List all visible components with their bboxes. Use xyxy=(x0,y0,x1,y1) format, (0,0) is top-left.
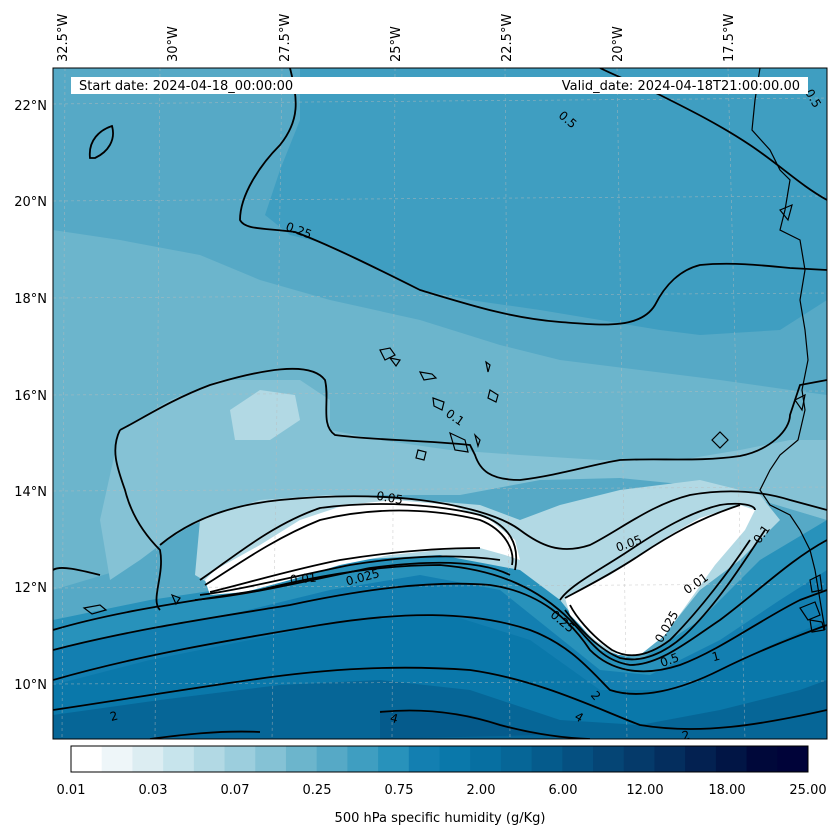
colorbar-segment xyxy=(685,746,717,772)
colorbar-tick-label: 0.03 xyxy=(139,783,168,798)
colorbar-segment xyxy=(163,746,195,772)
colorbar-segment xyxy=(255,746,287,772)
lon-label: 32.5°W xyxy=(56,14,71,62)
colorbar-segment xyxy=(101,746,133,772)
colorbar-segment xyxy=(500,746,533,772)
contour-label: 0.01 xyxy=(289,571,317,587)
colorbar-frame xyxy=(70,745,809,773)
latitude-labels: 22°N 20°N 18°N 16°N 14°N 12°N 10°N xyxy=(14,99,47,693)
colorbar-segment xyxy=(224,746,256,772)
longitude-labels: 32.5°W 30°W 27.5°W 25°W 22.5°W 20°W 17.5… xyxy=(56,14,737,62)
colorbar-segment xyxy=(593,746,625,772)
lat-label: 10°N xyxy=(14,678,47,693)
colorbar-segment xyxy=(71,746,103,772)
humidity-band-south-4 xyxy=(53,680,827,739)
colorbar-tick-label: 25.00 xyxy=(789,783,826,798)
humidity-patch-light xyxy=(230,390,300,440)
colorbar-segment xyxy=(193,746,226,772)
colorbar xyxy=(71,746,809,772)
colorbar-tick-label: 0.01 xyxy=(57,783,86,798)
humidity-band-south-5 xyxy=(380,710,540,739)
colorbar-tick-label: 0.07 xyxy=(221,783,250,798)
colorbar-tick-label: 6.00 xyxy=(549,783,578,798)
contour-label: 2 xyxy=(108,709,119,725)
contour-label: 4 xyxy=(389,711,400,727)
start-date-text: Start date: 2024-04-18_00:00:00 xyxy=(79,79,293,94)
dry-region-east xyxy=(565,505,755,655)
colorbar-segment xyxy=(715,746,748,772)
colorbar-segment xyxy=(132,746,164,772)
colorbar-tick-label: 0.75 xyxy=(385,783,414,798)
contour-lines xyxy=(53,68,827,739)
lat-label: 18°N xyxy=(14,292,47,307)
lon-label: 30°W xyxy=(166,26,181,62)
lat-label: 14°N xyxy=(14,485,47,500)
lat-label: 16°N xyxy=(14,389,47,404)
valid-date-text: Valid_date: 2024-04-18T21:00:00.00 xyxy=(562,79,800,94)
colorbar-segment xyxy=(439,746,471,772)
colorbar-tick-label: 12.00 xyxy=(626,783,663,798)
lat-label: 22°N xyxy=(14,99,47,114)
colorbar-segment xyxy=(285,746,318,772)
contour-label: 0.05 xyxy=(375,489,404,507)
colorbar-tick-label: 2.00 xyxy=(467,783,496,798)
colorbar-segment xyxy=(623,746,655,772)
map-frame xyxy=(52,67,828,740)
colorbar-tick-label: 0.25 xyxy=(303,783,332,798)
colorbar-segment xyxy=(777,746,809,772)
colorbar-segment xyxy=(562,746,594,772)
lon-label: 25°W xyxy=(389,26,404,62)
colorbar-tick-label: 18.00 xyxy=(708,783,745,798)
contour-label: 1 xyxy=(710,649,721,665)
colorbar-segment xyxy=(347,746,379,772)
map-panel: 0.25 0.5 0.5 0.1 0.05 0.01 0.025 0.05 0.… xyxy=(53,68,827,744)
colorbar-segment xyxy=(316,746,348,772)
dry-region-west xyxy=(205,500,520,595)
contour-label: 0.5 xyxy=(658,650,681,670)
colorbar-segment xyxy=(378,746,410,772)
lon-label: 17.5°W xyxy=(722,14,737,62)
colorbar-segment xyxy=(746,746,778,772)
colorbar-segment xyxy=(470,746,502,772)
header-box xyxy=(71,77,808,94)
coastlines xyxy=(82,68,826,633)
lat-label: 20°N xyxy=(14,195,47,210)
colorbar-label: 500 hPa specific humidity (g/Kg) xyxy=(335,811,546,826)
colorbar-segment xyxy=(654,746,686,772)
humidity-band-ne xyxy=(265,68,827,335)
lon-label: 27.5°W xyxy=(278,14,293,62)
colorbar-segment xyxy=(408,746,440,772)
lat-label: 12°N xyxy=(14,581,47,596)
lon-label: 20°W xyxy=(611,26,626,62)
colorbar-segment xyxy=(531,746,563,772)
contour-label: 2 xyxy=(680,728,691,744)
colorbar-ticks: 0.01 0.03 0.07 0.25 0.75 2.00 6.00 12.00… xyxy=(57,783,827,798)
lon-label: 22.5°W xyxy=(500,14,515,62)
